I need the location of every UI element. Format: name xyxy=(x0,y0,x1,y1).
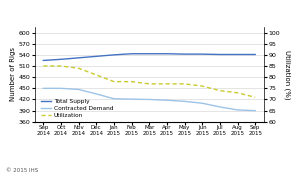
Utilization xyxy=(236,92,239,94)
Text: © 2015 IHS: © 2015 IHS xyxy=(6,168,38,173)
Contracted Demand xyxy=(148,98,151,101)
Total Supply xyxy=(165,53,169,55)
Utilization xyxy=(254,96,257,98)
Utilization xyxy=(148,83,151,85)
Contracted Demand xyxy=(200,102,204,104)
Utilization xyxy=(183,83,186,85)
Contracted Demand xyxy=(236,109,239,111)
Utilization xyxy=(130,81,134,83)
Utilization xyxy=(41,65,45,67)
Total Supply xyxy=(41,59,45,61)
Utilization xyxy=(112,81,116,83)
Utilization xyxy=(165,83,169,85)
Total Supply xyxy=(112,54,116,56)
Total Supply xyxy=(148,53,151,55)
Contracted Demand xyxy=(183,100,186,102)
Total Supply xyxy=(218,53,222,56)
Line: Utilization: Utilization xyxy=(43,66,255,97)
Utilization xyxy=(77,67,80,69)
Total Supply xyxy=(254,53,257,56)
Y-axis label: Utilization (%): Utilization (%) xyxy=(284,50,290,99)
Utilization xyxy=(59,65,63,67)
Contracted Demand xyxy=(254,110,257,112)
Line: Contracted Demand: Contracted Demand xyxy=(43,88,255,111)
Contracted Demand xyxy=(130,98,134,100)
Contracted Demand xyxy=(59,87,63,89)
Total Supply xyxy=(236,53,239,56)
Total Supply xyxy=(200,53,204,55)
Total Supply xyxy=(77,57,80,59)
Total Supply xyxy=(59,58,63,60)
Legend: Total Supply, Contracted Demand, Utilization: Total Supply, Contracted Demand, Utiliza… xyxy=(40,98,114,119)
Y-axis label: Number of Rigs: Number of Rigs xyxy=(10,47,16,101)
Utilization xyxy=(200,85,204,87)
Total Supply xyxy=(183,53,186,55)
Contracted Demand xyxy=(218,106,222,108)
Line: Total Supply: Total Supply xyxy=(43,54,255,60)
Utilization xyxy=(94,74,98,76)
Total Supply xyxy=(94,55,98,57)
Contracted Demand xyxy=(165,99,169,101)
Total Supply xyxy=(130,53,134,55)
Contracted Demand xyxy=(41,87,45,89)
Utilization xyxy=(218,89,222,92)
Text: Worldwide Jackup Rigs: Worldwide Jackup Rigs xyxy=(3,6,105,15)
Contracted Demand xyxy=(77,88,80,90)
Contracted Demand xyxy=(112,98,116,100)
Contracted Demand xyxy=(94,93,98,95)
